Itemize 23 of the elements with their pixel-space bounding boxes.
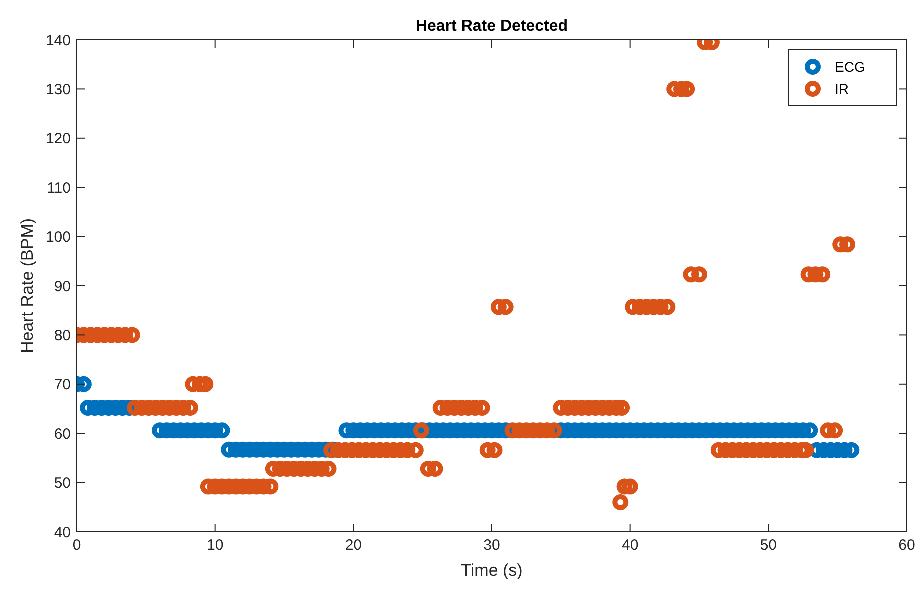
x-tick-label: 30 <box>484 537 500 554</box>
y-tick-label: 120 <box>46 130 71 148</box>
x-tick-label: 50 <box>760 537 778 554</box>
x-axis-title: Time (s) <box>461 561 523 580</box>
x-tick-label: 20 <box>345 537 362 554</box>
y-tick-label: 100 <box>46 229 71 246</box>
x-tick-label: 60 <box>898 537 916 554</box>
y-tick-label: 40 <box>54 524 71 542</box>
y-tick-label: 130 <box>46 81 71 98</box>
chart-title: Heart Rate Detected <box>416 18 568 35</box>
y-tick-label: 80 <box>54 327 71 344</box>
legend-label: ECG <box>835 58 866 75</box>
y-axis-title: Heart Rate (BPM) <box>18 218 37 354</box>
y-tick-label: 110 <box>47 180 71 197</box>
x-tick-label: 10 <box>206 537 224 554</box>
x-tick-label: 40 <box>622 537 639 554</box>
y-tick-label: 140 <box>46 32 71 50</box>
y-tick-label: 50 <box>54 475 71 492</box>
y-tick-label: 60 <box>54 426 71 443</box>
y-tick-label: 70 <box>54 376 71 394</box>
y-tick-label: 90 <box>54 278 71 296</box>
legend-label: IR <box>835 80 849 97</box>
x-tick-label: 0 <box>72 537 82 554</box>
